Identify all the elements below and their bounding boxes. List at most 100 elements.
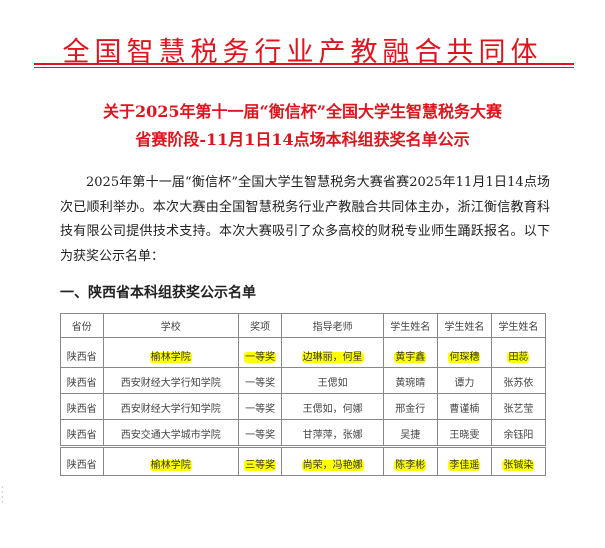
cell-text: 王偲如 [317,378,348,389]
cell-text: 邢金行 [395,404,426,415]
cell-text: 一等奖 [244,352,277,363]
table-row: 陕西省 榆林学院 三等奖 尚荣，冯艳娜 陈李彬 李佳遥 张铖染 [60,447,547,476]
table-cell: 省份 [60,313,104,338]
table-cell: 边琳丽，何星 [281,337,384,368]
awards-table-continued: 陕西省 榆林学院 三等奖 尚荣，冯艳娜 陈李彬 李佳遥 张铖染 [60,447,547,476]
cell-text: 余钰阳 [503,430,534,441]
table-cell: 王晓雯 [436,419,492,446]
cell-text: 尚荣，冯艳娜 [301,460,364,471]
table-cell: 一等奖 [237,337,283,368]
cell-text: 西安交通大学城市学院 [120,430,221,441]
header-rule [34,63,574,65]
cell-text: 榆林学院 [149,460,192,471]
cell-text: 陕西省 [66,378,97,389]
cell-text: 陕西省 [66,460,97,471]
cell-text: 学生姓名 [498,322,539,333]
cell-text: 谭力 [454,378,475,389]
cell-text: 陕西省 [66,352,97,363]
table-header-row: 省份 学校 奖项 指导老师 学生姓名 学生姓名 学生姓名 [60,313,547,338]
cell-text: 省份 [71,322,92,333]
table-cell: 谭力 [436,367,492,394]
organization-header: 全国智慧税务行业产教融合共同体 [62,37,543,68]
cell-text: 何琛穗 [448,352,481,363]
cell-text: 奖项 [250,322,271,333]
cell-text: 张苏依 [503,378,534,389]
cell-text: 三等奖 [244,460,277,471]
table-cell: 曹谨楠 [436,393,492,420]
table-row: 陕西省 西安财经大学行知学院 一等奖 王偲如，何娜 邢金行 曹谨楠 张艺莹 [60,393,547,420]
scroll-handle-icon[interactable]: · · · · [1,483,4,507]
table-cell: 何琛穗 [436,337,492,368]
table-cell: 余钰阳 [490,419,547,446]
table-cell: 一等奖 [237,367,283,394]
table-cell: 邢金行 [382,393,438,420]
cell-text: 一等奖 [245,378,276,389]
table-row: 陕西省 西安财经大学行知学院 一等奖 王偲如 黄琬晴 谭力 张苏依 [60,367,547,394]
cell-text: 张艺莹 [503,404,534,415]
table-cell: 田蕊 [490,337,547,368]
cell-text: 黄琬晴 [395,378,426,389]
cell-text: 田蕊 [507,352,530,363]
cell-text: 西安财经大学行知学院 [120,404,221,415]
table-cell: 一等奖 [237,393,283,420]
cell-text: 黄宇鑫 [394,352,427,363]
table-cell: 西安交通大学城市学院 [102,419,239,446]
cell-text: 吴捷 [400,430,421,441]
cell-text: 一等奖 [245,430,276,441]
table-cell: 陕西省 [60,447,104,476]
table-cell: 一等奖 [237,419,283,446]
table-cell: 学生姓名 [436,313,492,338]
table-cell: 吴捷 [382,419,438,446]
table-cell: 张苏依 [490,367,547,394]
table-cell: 陕西省 [60,419,104,446]
doc-title-line2: 省赛阶段-11月1日14点场本科组获奖名单公示 [135,130,470,149]
table-cell: 黄宇鑫 [382,337,438,368]
table-cell: 陕西省 [60,393,104,420]
table-cell: 张铖染 [490,447,547,476]
table-cell: 陕西省 [60,367,104,394]
cell-text: 一等奖 [245,404,276,415]
table-cell: 学校 [102,313,239,338]
table-cell: 学生姓名 [382,313,438,338]
cell-text: 边琳丽，何星 [301,352,364,363]
table-cell: 三等奖 [237,447,283,476]
cell-text: 学生姓名 [390,322,431,333]
cell-text: 甘萍萍，张娜 [302,430,363,441]
table-cell: 张艺莹 [490,393,547,420]
table-cell: 陕西省 [60,337,104,368]
cell-text: 陕西省 [66,404,97,415]
section-heading: 一、陕西省本科组获奖公示名单 [60,285,256,301]
table-cell: 学生姓名 [490,313,547,338]
table-cell: 榆林学院 [102,447,239,476]
cell-text: 王偲如，何娜 [302,404,363,415]
table-cell: 指导老师 [281,313,384,338]
awards-table: 省份 学校 奖项 指导老师 学生姓名 学生姓名 学生姓名 陕西省 榆林学院 一等奖 边琳丽，何星 黄宇… [60,313,547,446]
cell-text: 曹谨楠 [449,404,480,415]
cell-text: 学校 [160,322,181,333]
cell-text: 指导老师 [312,322,353,333]
table-cell: 陈李彬 [382,447,438,476]
table-cell: 甘萍萍，张娜 [281,419,384,446]
doc-title-line1: 关于2025年第十一届“衡信杯”全国大学生智慧税务大赛 [103,102,502,121]
table-cell: 西安财经大学行知学院 [102,367,239,394]
cell-text: 学生姓名 [444,322,485,333]
body-paragraph: 2025年第十一届“衡信杯”全国大学生智慧税务大赛省赛2025年11月1日14点… [60,175,550,264]
table-cell: 西安财经大学行知学院 [102,393,239,420]
cell-text: 李佳遥 [448,460,481,471]
cell-text: 陈李彬 [394,460,427,471]
table-cell: 李佳遥 [436,447,492,476]
table-row: 陕西省 榆林学院 一等奖 边琳丽，何星 黄宇鑫 何琛穗 田蕊 [60,337,547,368]
table-cell: 黄琬晴 [382,367,438,394]
cell-text: 张铖染 [502,460,535,471]
table-cell: 榆林学院 [102,337,239,368]
cell-text: 陕西省 [66,430,97,441]
table-row: 陕西省 西安交通大学城市学院 一等奖 甘萍萍，张娜 吴捷 王晓雯 余钰阳 [60,419,547,446]
cell-text: 王晓雯 [449,430,480,441]
cell-text: 榆林学院 [149,352,192,363]
cell-text: 西安财经大学行知学院 [120,378,221,389]
table-cell: 奖项 [237,313,283,338]
header-rule-thin [34,67,574,68]
table-cell: 尚荣，冯艳娜 [281,447,384,476]
table-cell: 王偲如 [281,367,384,394]
table-cell: 王偲如，何娜 [281,393,384,420]
